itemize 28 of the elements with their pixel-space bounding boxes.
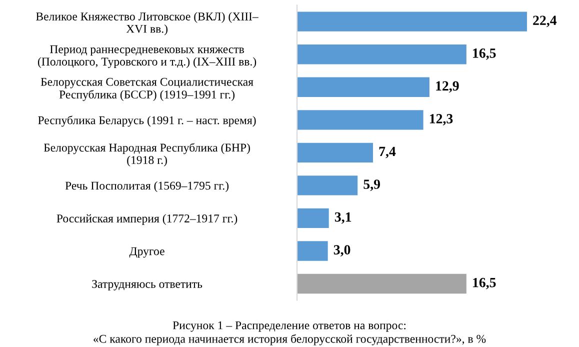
y-tick-label: Великое Княжество Литовское (ВКЛ) (XIII– XVI вв.) [36,12,258,36]
data-label: 16,5 [473,48,496,60]
bar [297,12,527,32]
y-tick-label: Республика Беларусь (1991 г. – наст. время) [38,116,256,127]
data-label: 12,9 [436,81,459,93]
data-label: 16,5 [473,278,496,290]
y-tick-label: Другое [129,247,164,258]
y-tick-label: Затрудняюсь ответить [92,280,202,290]
y-tick-label: Речь Посполитая (1569–1795 гг.) [65,181,229,192]
bar [297,274,466,294]
text: Рисунок 1 – Распределение ответов на вопрос: «С какого периода начинается история белорусской государственности?», в % [94,321,486,346]
y-tick-label: Белорусская Советская Социалистическая Республика (БССР) (1919–1991 гг.) [40,78,254,101]
bar [297,142,373,163]
bar [297,241,328,261]
data-label: 3,1 [334,212,352,224]
data-label: 7,4 [379,146,396,158]
data-label: 12,3 [430,114,453,126]
y-tick-label: Белорусская Народная Республика (БНР) (1918 г.) [44,143,250,166]
bar [297,77,430,97]
y-tick-label: Период раннесредневековых княжеств (Полоцкого, Туровского и т.д.) (IX–XIII вв.) [38,45,256,68]
bar [297,208,329,228]
data-label: 3,0 [334,245,350,256]
data-label: 22,4 [533,16,557,28]
data-label: 5,9 [364,180,380,191]
bar [297,176,358,196]
bar [297,110,424,130]
y-tick-label: Российская империя (1772–1917 гг.) [56,214,238,225]
bar [297,44,466,64]
